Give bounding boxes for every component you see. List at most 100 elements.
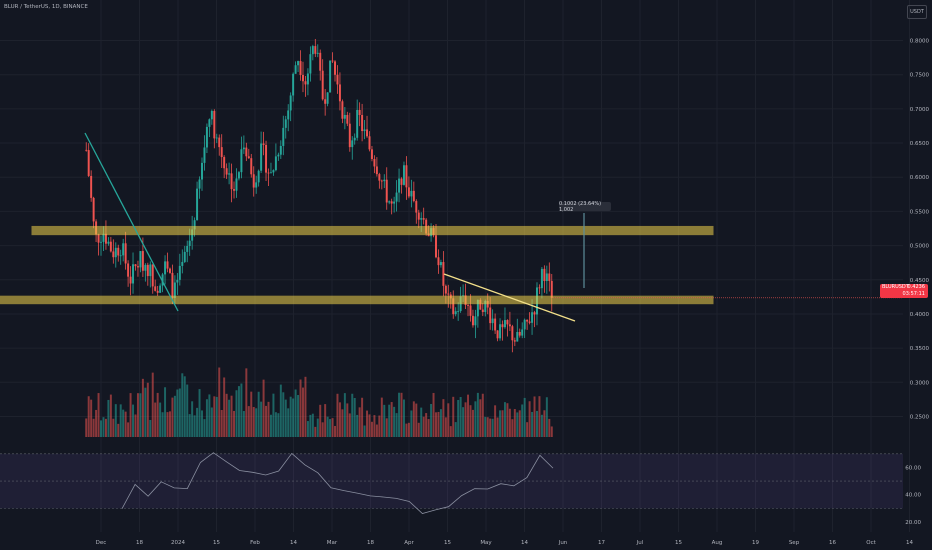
- volume-bar: [435, 412, 437, 437]
- volume-bar: [173, 395, 176, 437]
- candle-body: [136, 266, 139, 268]
- last-price-tag: BLURUSDT 0.4236 03:57:11: [880, 284, 928, 298]
- measure-label: 0.1002 (23.64%) 1,002: [559, 201, 611, 213]
- candle-body: [218, 137, 221, 148]
- volume-bar: [380, 397, 383, 437]
- volume-bar: [550, 426, 553, 437]
- candle-body: [233, 189, 236, 191]
- volume-bar: [467, 394, 470, 437]
- volume-bar: [304, 376, 307, 437]
- candle-body: [178, 265, 181, 280]
- candle-body: [506, 320, 509, 325]
- volume-bar: [548, 418, 551, 437]
- price-tag-symbol: BLURUSDT: [882, 284, 909, 290]
- volume-bar: [526, 422, 529, 437]
- candle-body: [400, 178, 403, 185]
- candle-body: [496, 330, 499, 339]
- candle-body: [388, 201, 391, 203]
- volume-bar: [154, 402, 157, 437]
- candle-body: [297, 61, 300, 66]
- volume-bar: [267, 401, 270, 437]
- volume-bar: [213, 396, 216, 437]
- candle-body: [489, 307, 492, 324]
- currency-button[interactable]: USDT: [907, 5, 927, 19]
- volume-bar: [242, 411, 245, 437]
- support-resistance-zones[interactable]: [0, 225, 714, 305]
- volume-bar: [294, 389, 297, 437]
- candle-body: [366, 129, 369, 137]
- candle-body: [186, 245, 189, 252]
- time-tick-label: 14: [290, 540, 297, 546]
- volume-bar: [198, 389, 201, 437]
- candle-body: [516, 331, 519, 342]
- candle-body: [348, 123, 351, 148]
- volume-bar: [228, 399, 231, 437]
- volume-bar: [388, 404, 391, 437]
- volume-bar: [139, 393, 142, 437]
- volume-bar: [427, 419, 430, 437]
- rsi-tick-label: 20.00: [905, 520, 921, 526]
- volume-bar: [393, 406, 396, 437]
- volume-bar: [430, 403, 433, 437]
- volume-bar: [479, 399, 482, 437]
- volume-bar: [92, 418, 95, 437]
- candle-body: [528, 321, 531, 323]
- candle-body: [452, 298, 455, 315]
- candle-body: [272, 170, 275, 173]
- volume-bar: [484, 416, 487, 437]
- price-axis[interactable]: 0.8000 0.7500 0.7000 0.6500 0.6000 0.5500 0.50…: [910, 39, 930, 421]
- volume-bar: [134, 414, 137, 437]
- time-axis[interactable]: Dec 18 2024 15 Feb 14 Mar 18 Apr 15 May 14 Jun 17 Jul 1…: [96, 540, 914, 546]
- volume-bar: [508, 408, 511, 437]
- time-tick-label: Jun: [558, 540, 568, 546]
- volume-bar: [109, 394, 112, 437]
- candle-body: [287, 110, 290, 120]
- candle-body: [444, 285, 447, 294]
- volume-bar: [235, 390, 238, 437]
- volume-bar: [457, 399, 460, 437]
- price-tick-label: 0.8000: [910, 39, 930, 45]
- candle-body: [336, 74, 339, 85]
- candle-body: [491, 318, 494, 324]
- volume-bar: [366, 410, 369, 437]
- candle-body: [378, 174, 381, 181]
- volume-bar: [233, 410, 236, 437]
- price-tick-label: 0.4500: [910, 278, 930, 284]
- candle-body: [166, 261, 169, 269]
- volume-bar: [85, 418, 88, 437]
- candle-body: [334, 61, 336, 75]
- rsi-pane: [0, 452, 903, 514]
- candle-body: [326, 92, 329, 104]
- candle-body: [442, 262, 445, 286]
- candle-body: [250, 158, 253, 175]
- candle-body: [412, 190, 415, 202]
- price-tick-label: 0.7000: [910, 107, 930, 113]
- candle-body: [363, 129, 366, 132]
- volume-bar: [471, 409, 474, 437]
- candle-body: [132, 264, 135, 284]
- time-tick-label: 15: [675, 540, 682, 546]
- volume-bar: [95, 409, 98, 437]
- volume-bar: [334, 425, 336, 437]
- candle-body: [484, 300, 487, 313]
- candle-body: [294, 65, 297, 74]
- candle-body: [282, 127, 285, 146]
- price-tick-label: 0.7500: [910, 73, 930, 79]
- volume-bar: [338, 402, 341, 437]
- candle-body: [373, 159, 376, 167]
- volume-bar: [119, 404, 122, 437]
- volume-bar: [368, 414, 371, 437]
- time-tick-label: Dec: [96, 540, 107, 546]
- volume-bar: [274, 412, 277, 437]
- volume-bar: [191, 401, 194, 437]
- volume-bar: [336, 393, 339, 437]
- candle-body: [548, 273, 551, 281]
- candle-body: [533, 312, 536, 315]
- candle-body: [159, 285, 162, 293]
- trend-lines[interactable]: [84, 132, 903, 322]
- volume-bar: [255, 408, 258, 437]
- price-tick-label: 0.2500: [910, 414, 930, 420]
- volume-bar: [326, 416, 329, 437]
- candle-body: [267, 172, 270, 174]
